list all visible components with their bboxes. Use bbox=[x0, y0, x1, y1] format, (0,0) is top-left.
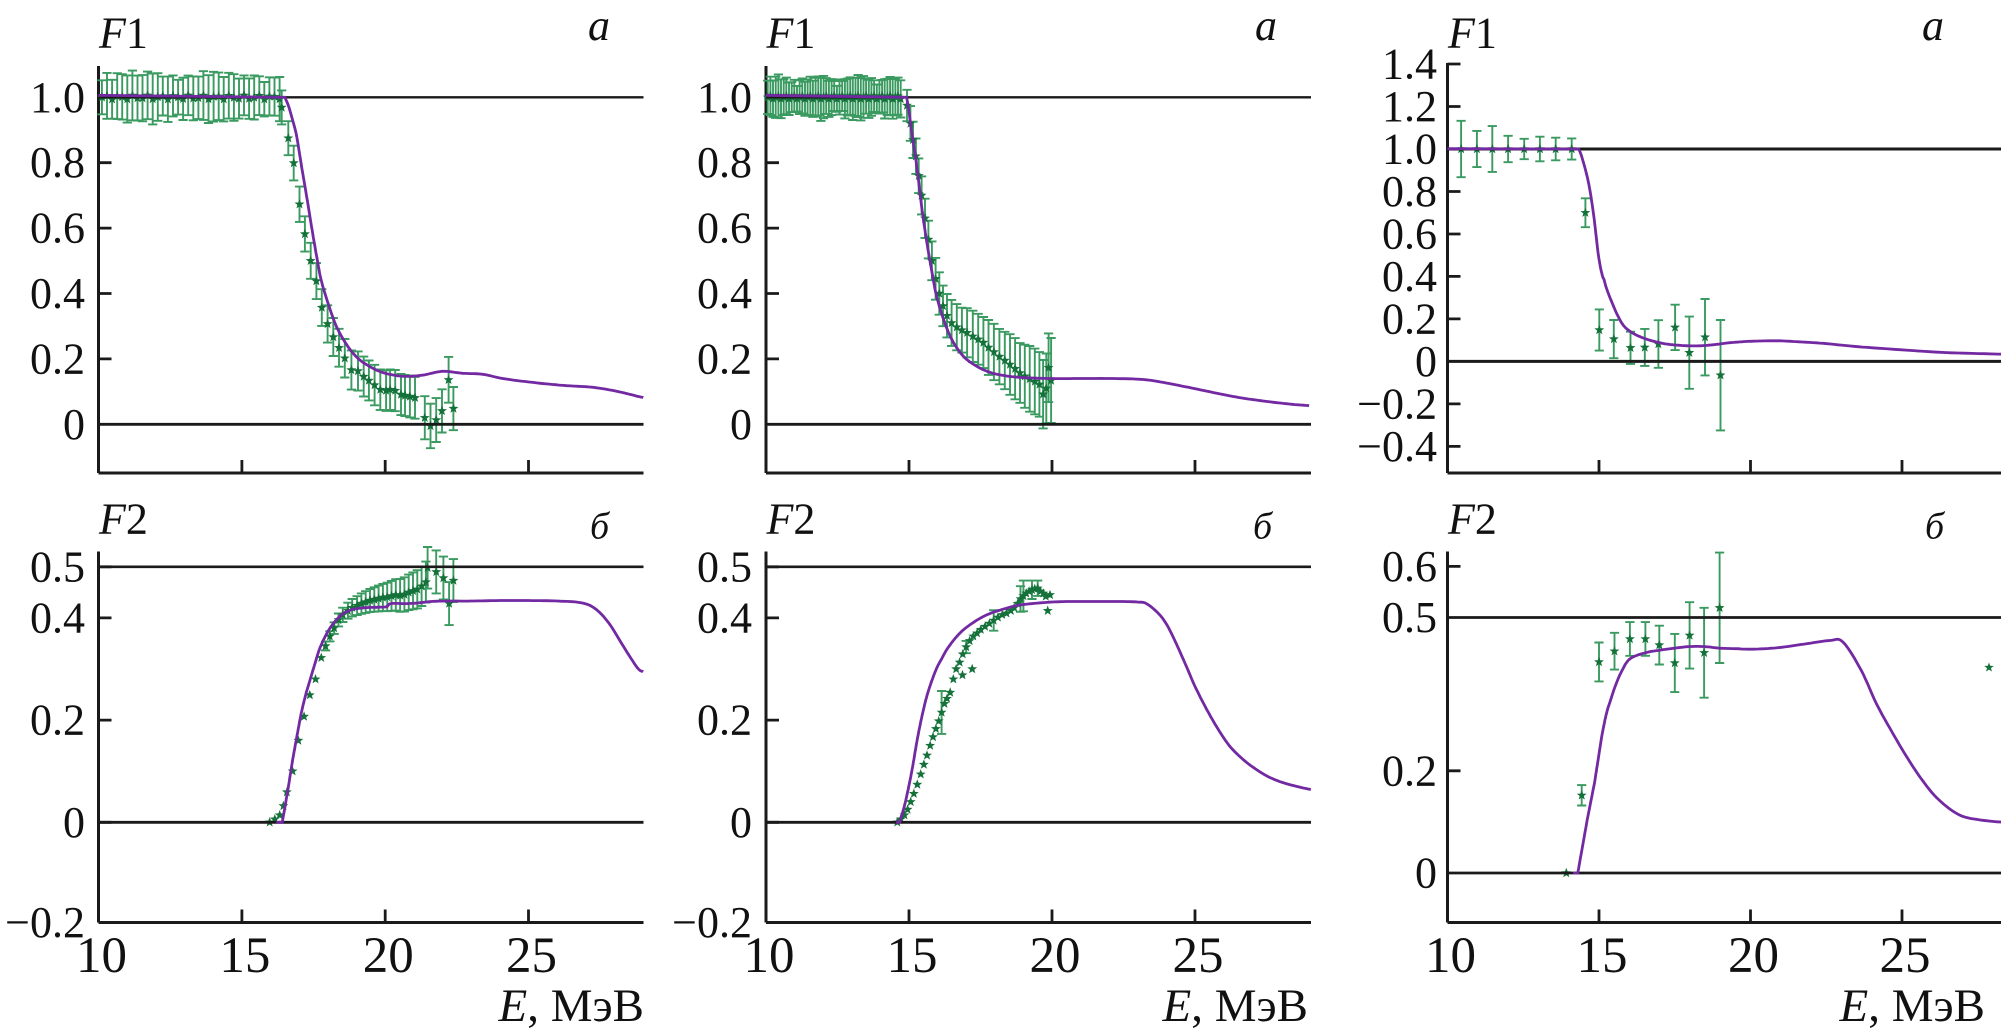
svg-text:20: 20 bbox=[363, 928, 414, 984]
svg-text:0.5: 0.5 bbox=[30, 542, 85, 591]
svg-text:F2: F2 bbox=[766, 495, 816, 544]
svg-text:б: б bbox=[1253, 506, 1274, 548]
svg-text:б: б bbox=[590, 506, 611, 548]
svg-text:0.8: 0.8 bbox=[1382, 167, 1437, 216]
svg-text:0.4: 0.4 bbox=[30, 593, 85, 642]
svg-text:0.6: 0.6 bbox=[30, 204, 85, 253]
svg-text:25: 25 bbox=[1880, 928, 1931, 984]
svg-text:0: 0 bbox=[63, 400, 85, 449]
svg-text:0.8: 0.8 bbox=[30, 138, 85, 187]
svg-text:20: 20 bbox=[1728, 928, 1779, 984]
svg-text:0: 0 bbox=[1415, 849, 1437, 898]
svg-text:0.2: 0.2 bbox=[30, 334, 85, 383]
svg-text:E, МэВ: E, МэВ bbox=[1161, 980, 1308, 1032]
svg-text:F1: F1 bbox=[1447, 9, 1497, 58]
svg-text:10: 10 bbox=[744, 928, 795, 984]
svg-text:15: 15 bbox=[887, 928, 938, 984]
svg-text:10: 10 bbox=[76, 928, 127, 984]
svg-text:−0.2: −0.2 bbox=[672, 898, 752, 947]
svg-text:−0.2: −0.2 bbox=[1357, 379, 1437, 428]
svg-text:10: 10 bbox=[1425, 928, 1476, 984]
svg-text:F2: F2 bbox=[1447, 495, 1497, 544]
svg-text:0.6: 0.6 bbox=[1382, 210, 1437, 259]
svg-text:1.0: 1.0 bbox=[1382, 125, 1437, 174]
svg-text:15: 15 bbox=[1577, 928, 1628, 984]
svg-text:F1: F1 bbox=[766, 9, 816, 58]
svg-text:a: a bbox=[588, 1, 610, 50]
svg-text:1.2: 1.2 bbox=[1382, 82, 1437, 131]
svg-text:E, МэВ: E, МэВ bbox=[1838, 980, 1985, 1032]
svg-text:a: a bbox=[1922, 1, 1944, 50]
svg-text:0.4: 0.4 bbox=[697, 593, 752, 642]
svg-text:1.4: 1.4 bbox=[1382, 40, 1437, 89]
svg-text:20: 20 bbox=[1030, 928, 1081, 984]
svg-text:25: 25 bbox=[506, 928, 557, 984]
svg-text:0.2: 0.2 bbox=[1382, 746, 1437, 795]
svg-text:0: 0 bbox=[730, 798, 752, 847]
svg-text:1.0: 1.0 bbox=[30, 73, 85, 122]
svg-text:0.2: 0.2 bbox=[697, 334, 752, 383]
svg-text:0.2: 0.2 bbox=[30, 696, 85, 745]
svg-text:0.5: 0.5 bbox=[697, 542, 752, 591]
svg-text:25: 25 bbox=[1173, 928, 1224, 984]
svg-text:F2: F2 bbox=[98, 495, 148, 544]
svg-text:0: 0 bbox=[63, 798, 85, 847]
svg-text:0.6: 0.6 bbox=[697, 204, 752, 253]
svg-text:E, МэВ: E, МэВ bbox=[497, 980, 644, 1032]
svg-text:−0.4: −0.4 bbox=[1357, 422, 1437, 471]
svg-text:a: a bbox=[1255, 1, 1277, 50]
svg-text:0: 0 bbox=[1415, 337, 1437, 386]
svg-text:0.5: 0.5 bbox=[1382, 593, 1437, 642]
svg-text:0: 0 bbox=[730, 400, 752, 449]
svg-text:0.4: 0.4 bbox=[30, 269, 85, 318]
svg-text:0.4: 0.4 bbox=[697, 269, 752, 318]
svg-text:0.8: 0.8 bbox=[697, 138, 752, 187]
svg-text:б: б bbox=[1925, 506, 1946, 548]
svg-text:0.2: 0.2 bbox=[697, 696, 752, 745]
svg-text:0.6: 0.6 bbox=[1382, 542, 1437, 591]
svg-text:0.2: 0.2 bbox=[1382, 294, 1437, 343]
svg-text:−0.2: −0.2 bbox=[5, 898, 85, 947]
svg-text:F1: F1 bbox=[98, 9, 148, 58]
svg-text:0.4: 0.4 bbox=[1382, 252, 1437, 301]
svg-text:15: 15 bbox=[219, 928, 270, 984]
svg-text:1.0: 1.0 bbox=[697, 73, 752, 122]
